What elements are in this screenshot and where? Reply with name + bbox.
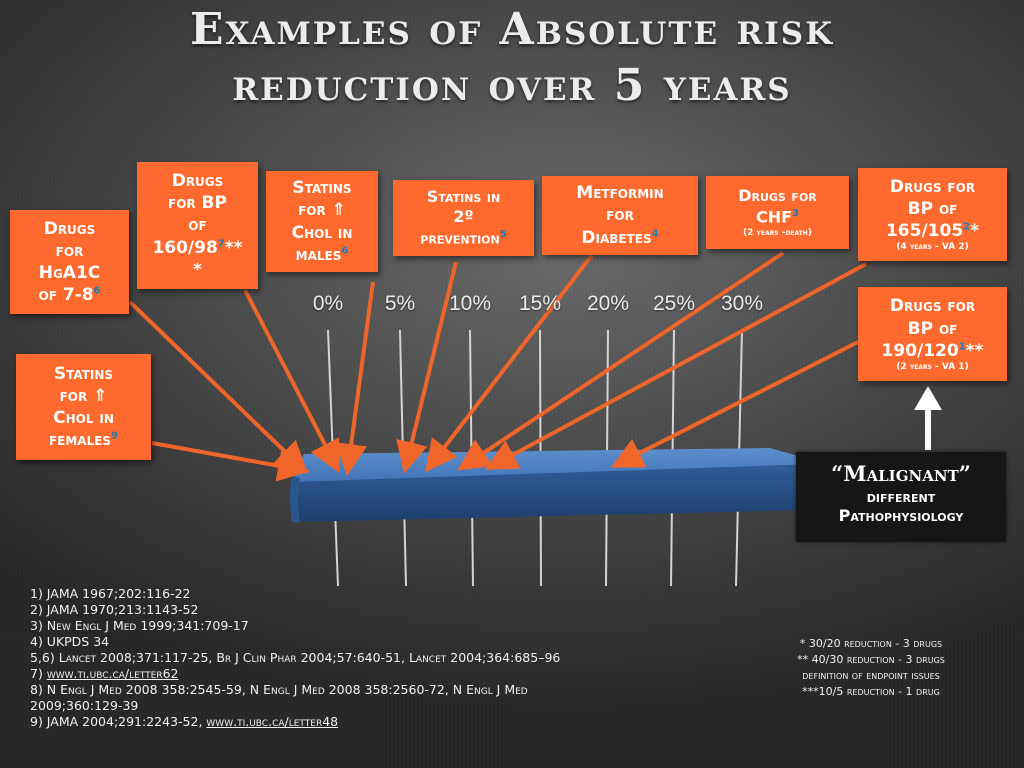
annotation-note: (2 years - VA 1) xyxy=(896,361,969,372)
reference-number: 6 xyxy=(341,244,349,256)
reference-number: 5 xyxy=(499,229,507,241)
annotation-line: BP of xyxy=(907,199,958,220)
annotation-line: for xyxy=(606,205,634,226)
annotation-line: Statins in xyxy=(426,186,501,206)
annotation-chf: Drugs for CHF3 (2 years -death) xyxy=(706,176,849,249)
arrow-chf xyxy=(457,251,785,471)
reference-number: 9 xyxy=(111,430,119,442)
references-list: 1) JAMA 1967;202:116-22 2) JAMA 1970;213:… xyxy=(30,586,590,730)
footnote-item: definition of endpoint issues xyxy=(802,669,940,682)
annotation-line: 190/1201** xyxy=(881,340,984,361)
annotation-line: Drugs for xyxy=(889,176,976,197)
annotation-line: Chol in xyxy=(53,408,114,428)
annotation-line: Drugs for xyxy=(738,186,817,206)
x-tick-label-2: 10% xyxy=(448,292,492,315)
footnote-item: ** 40/30 reduction - 3 drugs xyxy=(797,653,945,666)
annotation-line: HgA1C xyxy=(38,263,101,283)
annotation-line: females9 xyxy=(48,430,119,451)
annotation-line: prevention5 xyxy=(420,228,507,248)
x-tick-label-1: 5% xyxy=(384,292,416,315)
reference-number: 3 xyxy=(792,207,800,219)
annotation-bp-190: Drugs for BP of 190/1201** (2 years - VA 1) xyxy=(858,287,1007,381)
x-tick-label-6: 30% xyxy=(720,292,764,315)
arrow-hga1c xyxy=(128,300,308,474)
malignant-box: “Malignant” different Pathophysiology xyxy=(796,452,1006,542)
annotation-metformin: Metformin for Diabetes4 xyxy=(542,176,698,255)
annotation-note: (2 years -death) xyxy=(743,228,812,239)
reference-item: 1) JAMA 1967;202:116-22 xyxy=(30,586,191,601)
x-tick-label-3: 15% xyxy=(518,292,562,315)
x-tick-label-0: 0% xyxy=(312,292,344,315)
annotation-line: 165/1052* xyxy=(885,221,980,242)
footnotes: * 30/20 reduction - 3 drugs ** 40/30 redu… xyxy=(740,636,1002,700)
annotation-line: of xyxy=(188,215,207,236)
annotation-bp-160: Drugs for BP of 160/987** * xyxy=(137,162,258,289)
slide-title-line-1: Examples of Absolute risk xyxy=(189,4,835,55)
reference-item: 2) JAMA 1970;213:1143-52 xyxy=(30,602,199,617)
annotation-line: for xyxy=(55,240,84,261)
annotation-statins-2nd: Statins in 2º prevention5 xyxy=(393,180,534,256)
arrow-statins-males xyxy=(335,281,375,476)
white-arrow-head xyxy=(914,386,942,410)
annotation-line: BP of xyxy=(907,318,958,339)
annotation-hga1c: Drugs for HgA1C of 7-86 xyxy=(10,210,129,314)
reference-number: 7 xyxy=(217,237,225,249)
annotation-line: for BP xyxy=(168,193,227,214)
arrow-metformin xyxy=(425,253,594,473)
reference-number: 4 xyxy=(651,227,659,239)
annotation-line: Drugs for xyxy=(889,296,976,317)
malignant-subtitle-2: Pathophysiology xyxy=(838,506,964,525)
bar-end-cap xyxy=(290,476,300,522)
reference-item: 3) New Engl J Med 1999;341:709-17 xyxy=(30,618,249,633)
reference-link[interactable]: www.ti.ubc.ca/letter48 xyxy=(206,714,339,729)
reference-link[interactable]: www.ti.ubc.ca/letter62 xyxy=(46,666,179,681)
reference-number: 6 xyxy=(93,285,101,297)
reference-item: 7) www.ti.ubc.ca/letter62 xyxy=(30,666,179,681)
annotation-line: Statins xyxy=(292,178,352,199)
annotation-line: Chol in xyxy=(291,222,353,243)
footnote-item: * 30/20 reduction - 3 drugs xyxy=(799,637,943,650)
reference-item: 4) UKPDS 34 xyxy=(30,634,110,649)
reference-number: 1 xyxy=(958,340,966,352)
footnote-item: ***10/5 reduction - 1 drug xyxy=(802,685,940,698)
reference-item: 9) JAMA 2004;291:2243-52, www.ti.ubc.ca/… xyxy=(30,714,339,729)
arrow-bp-190 xyxy=(610,340,859,468)
annotation-line: males6 xyxy=(295,244,349,265)
x-tick-label-5: 25% xyxy=(652,292,696,315)
annotation-line: Metformin xyxy=(576,183,664,204)
reference-item: 5,6) Lancet 2008;371:117-25, Br J Clin P… xyxy=(30,650,561,665)
malignant-subtitle-1: different xyxy=(866,488,936,506)
annotation-line: 2º xyxy=(453,207,474,227)
annotation-line: of 7-86 xyxy=(38,285,101,306)
malignant-title: “Malignant” xyxy=(831,461,971,486)
annotation-line: for ⇑ xyxy=(59,385,108,406)
reference-number: 2 xyxy=(963,221,971,233)
annotation-note: (4 years - VA 2) xyxy=(896,242,969,253)
annotation-line: CHF3 xyxy=(755,207,800,227)
x-tick-label-4: 20% xyxy=(586,292,630,315)
annotation-line: Drugs xyxy=(171,171,224,192)
annotation-line: for ⇑ xyxy=(298,200,346,221)
annotation-bp-165: Drugs for BP of 165/1052* (4 years - VA 2) xyxy=(858,168,1007,261)
annotation-line: Diabetes4 xyxy=(581,227,659,248)
bar-front-face xyxy=(292,464,812,522)
annotation-line: 160/987** xyxy=(152,237,243,258)
arrow-bp-165 xyxy=(484,262,867,470)
reference-item: 8) N Engl J Med 2008 358:2545-59, N Engl… xyxy=(30,682,532,713)
annotation-line: Statins xyxy=(53,363,114,384)
arrow-statins-2nd xyxy=(396,261,458,474)
slide-title-line-2: reduction over 5 years xyxy=(232,60,792,111)
annotation-statins-males: Statins for ⇑ Chol in males6 xyxy=(266,171,378,272)
annotation-line: Drugs xyxy=(43,218,96,239)
arrow-bp-160 xyxy=(243,289,340,474)
annotation-statins-females: Statins for ⇑ Chol in females9 xyxy=(16,354,151,460)
annotation-line: * xyxy=(193,259,202,280)
